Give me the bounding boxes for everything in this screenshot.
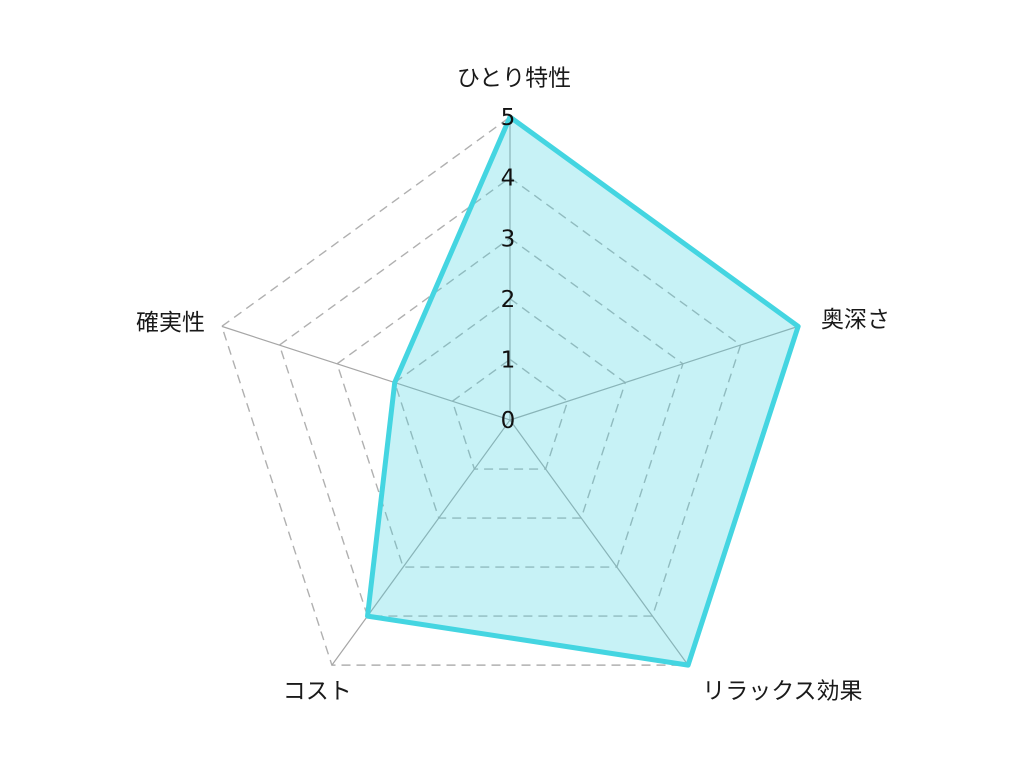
axis-label-1: 奥深さ	[821, 307, 890, 333]
tick-label-3: 3	[501, 226, 516, 252]
tick-label-0: 0	[501, 408, 516, 434]
radial-axis-3	[331, 419, 511, 666]
tick-label-5: 5	[501, 105, 516, 131]
grid-ring-4	[278, 176, 742, 617]
axis-label-0: ひとり特性	[457, 65, 571, 91]
grid-ring-5	[221, 116, 799, 666]
radial-axis-4	[221, 325, 511, 421]
axis-label-2: リラックス効果	[702, 678, 862, 704]
axis-label-3: コスト	[283, 678, 352, 704]
data-polygon	[365, 114, 801, 668]
tick-label-4: 4	[501, 166, 516, 192]
axis-label-4: 確実性	[136, 310, 205, 336]
radial-axis-1	[509, 325, 799, 421]
tick-label-2: 2	[501, 287, 516, 313]
tick-label-1: 1	[501, 347, 516, 373]
radial-axis-2	[509, 419, 689, 666]
grid-ring-3	[336, 237, 684, 568]
grid-ring-2	[393, 297, 627, 519]
